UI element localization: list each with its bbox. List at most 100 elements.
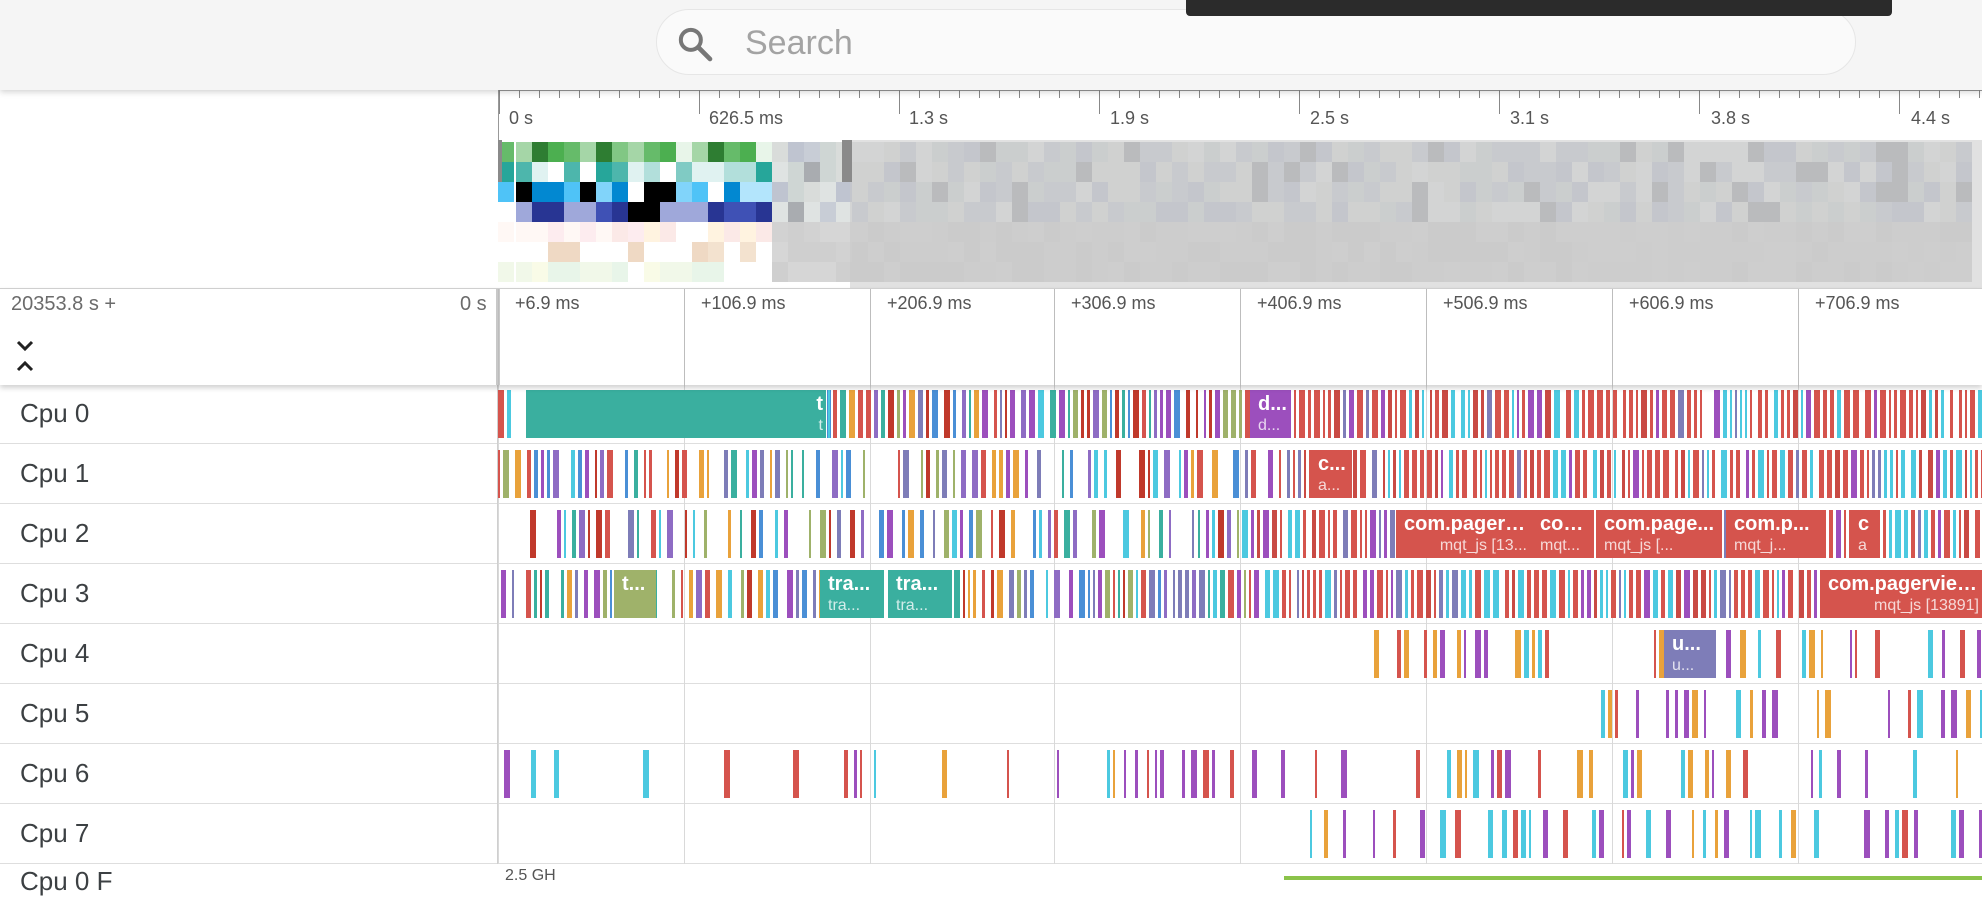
cpu-slice[interactable] (1545, 390, 1551, 438)
cpu-slice[interactable] (903, 390, 906, 438)
cpu-slice[interactable] (1518, 570, 1524, 618)
cpu-slice[interactable] (1281, 750, 1285, 798)
cpu-slice[interactable] (1308, 390, 1311, 438)
cpu-slice[interactable] (903, 450, 909, 498)
cpu-slice[interactable] (1575, 450, 1580, 498)
cpu-slice[interactable] (760, 450, 764, 498)
cpu-slice[interactable] (833, 390, 837, 438)
cpu-track-lane[interactable]: com.pagerv...mqt_js [13...com...mqt...co… (498, 504, 1982, 564)
cpu-slice[interactable] (1935, 390, 1938, 438)
cpu-slice[interactable] (1209, 390, 1212, 438)
cpu-slice[interactable] (933, 510, 935, 558)
cpu-slice[interactable] (786, 450, 788, 498)
cpu-slice[interactable] (1393, 810, 1396, 858)
cpu-slice[interactable] (1844, 390, 1850, 438)
cpu-slice[interactable] (1724, 810, 1729, 858)
cpu-slice[interactable] (1779, 810, 1782, 858)
cpu-slice[interactable] (1755, 570, 1760, 618)
cpu-slice[interactable] (1242, 510, 1248, 558)
cpu-slice[interactable] (553, 450, 559, 498)
cpu-slice[interactable] (1720, 570, 1726, 618)
cpu-slice[interactable] (1199, 570, 1205, 618)
cpu-slice[interactable] (1310, 810, 1312, 858)
cpu-slice[interactable] (696, 570, 702, 618)
cpu-slice[interactable] (1675, 450, 1678, 498)
cpu-slice[interactable] (1164, 450, 1170, 498)
cpu-slice[interactable] (1650, 390, 1653, 438)
cpu-slice[interactable] (920, 510, 924, 558)
cpu-slice[interactable] (1115, 390, 1119, 438)
cpu-slice[interactable] (1573, 570, 1578, 618)
cpu-slice[interactable] (1366, 390, 1369, 438)
cpu-slice[interactable] (1843, 450, 1848, 498)
cpu-slice[interactable] (1447, 750, 1451, 798)
cpu-slice[interactable] (1487, 390, 1492, 438)
cpu-slice-labeled[interactable]: c... a... (1310, 450, 1352, 498)
cpu-slice[interactable] (1693, 450, 1699, 498)
cpu-slice[interactable] (1384, 510, 1387, 558)
cpu-slice[interactable] (863, 450, 865, 498)
cpu-slice[interactable] (1763, 570, 1769, 618)
cpu-slice[interactable] (1723, 390, 1727, 438)
cpu-slice[interactable] (1093, 390, 1099, 438)
cpu-slice[interactable] (1314, 390, 1320, 438)
cpu-slice[interactable] (1294, 390, 1296, 438)
cpu-slice[interactable] (1544, 450, 1550, 498)
cpu-slice[interactable] (1622, 450, 1625, 498)
cpu-slice[interactable] (1504, 390, 1509, 438)
cpu-slice[interactable] (1600, 570, 1603, 618)
cpu-slice[interactable] (1379, 510, 1381, 558)
cpu-slice[interactable] (1730, 450, 1733, 498)
cpu-slice[interactable] (1908, 690, 1911, 738)
cpu-slice[interactable] (1748, 570, 1752, 618)
cpu-slice[interactable] (659, 510, 661, 558)
cpu-slice[interactable] (557, 510, 561, 558)
cpu-slice[interactable] (667, 450, 669, 498)
cpu-slice[interactable] (841, 450, 843, 498)
cpu-slice[interactable] (1529, 810, 1531, 858)
cpu-slice[interactable] (1703, 810, 1706, 858)
cpu-slice[interactable] (1011, 510, 1015, 558)
cpu-slice[interactable] (854, 750, 857, 798)
cpu-slice[interactable] (541, 450, 544, 498)
cpu-slice[interactable] (1752, 450, 1755, 498)
cpu-slice[interactable] (1227, 510, 1231, 558)
cpu-slice[interactable] (1844, 510, 1846, 558)
cpu-slice[interactable] (1186, 390, 1190, 438)
cpu-slice[interactable] (1830, 390, 1834, 438)
cpu-slice[interactable] (1000, 390, 1002, 438)
cpu-slice[interactable] (1911, 510, 1915, 558)
cpu-slice[interactable] (1633, 450, 1639, 498)
cpu-slice[interactable] (1025, 450, 1028, 498)
cpu-slice[interactable] (1069, 570, 1073, 618)
cpu-slice[interactable] (1048, 510, 1051, 558)
cpu-slice[interactable] (1135, 750, 1138, 798)
cpu-slice[interactable] (1265, 570, 1270, 618)
cpu-slice[interactable] (1662, 390, 1667, 438)
cpu-slice[interactable] (1965, 390, 1967, 438)
cpu-slice[interactable] (1081, 390, 1084, 438)
cpu-slice[interactable] (1302, 570, 1304, 618)
cpu-slice[interactable] (1079, 570, 1085, 618)
cpu-track-lane[interactable] (498, 684, 1982, 744)
cpu-slice[interactable] (1538, 750, 1541, 798)
cpu-slice[interactable] (1420, 450, 1424, 498)
cpu-slice[interactable] (1017, 570, 1021, 618)
cpu-slice-labeled[interactable]: t... (614, 570, 656, 618)
cpu-slice[interactable] (675, 450, 679, 498)
cpu-slice[interactable] (1537, 390, 1542, 438)
cpu-slice[interactable] (1608, 690, 1612, 738)
cpu-slice[interactable] (607, 450, 613, 498)
cpu-slice[interactable] (1007, 750, 1009, 798)
cpu-slice[interactable] (1762, 690, 1766, 738)
cpu-slice[interactable] (1810, 450, 1813, 498)
cpu-slice[interactable] (1148, 510, 1150, 558)
cpu-slice[interactable] (1606, 390, 1610, 438)
cpu-slice[interactable] (887, 510, 893, 558)
cpu-slice[interactable] (999, 450, 1003, 498)
cpu-slice[interactable] (1184, 450, 1188, 498)
cpu-slice[interactable] (1142, 390, 1146, 438)
cpu-slice[interactable] (973, 570, 976, 618)
cpu-slice[interactable] (813, 570, 816, 618)
